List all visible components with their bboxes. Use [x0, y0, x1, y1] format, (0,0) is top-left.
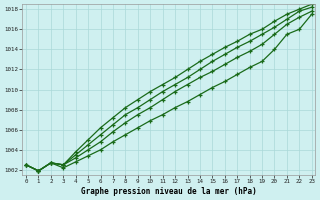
X-axis label: Graphe pression niveau de la mer (hPa): Graphe pression niveau de la mer (hPa) [81, 187, 257, 196]
